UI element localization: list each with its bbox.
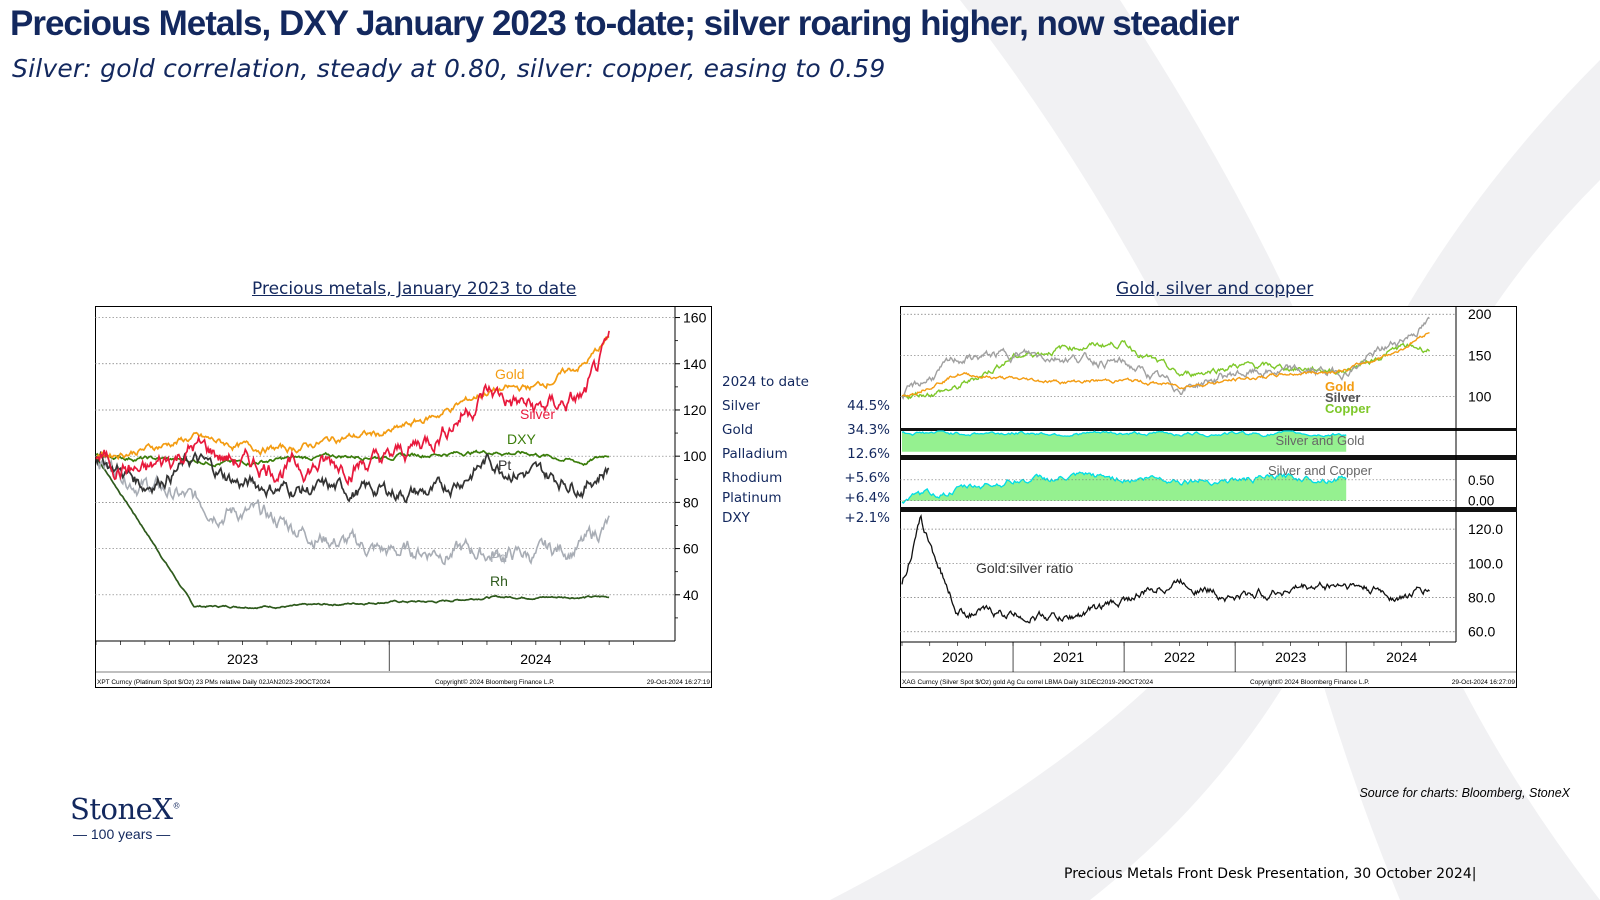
left-y-tick-label: 80 — [683, 494, 699, 510]
prices-y-tick-label: 100 — [1468, 389, 1492, 405]
series-label-rh: Rh — [490, 573, 508, 589]
price-line-silver — [901, 316, 1430, 400]
series-label-silver: Silver — [520, 406, 555, 422]
right-x-tick-label: 2021 — [1053, 649, 1084, 665]
logo-mark: ® — [172, 801, 180, 811]
price-label-copper: Copper — [1325, 401, 1371, 416]
panel-divider — [900, 428, 1517, 431]
correlation-y-tick-label: 0.50 — [1468, 473, 1494, 488]
series-line-gold — [95, 335, 610, 461]
row-name: Silver — [722, 398, 760, 414]
ratio-y-tick-label: 120.0 — [1468, 521, 1503, 537]
left-y-tick-label: 120 — [683, 402, 707, 418]
row-value: +5.6% — [844, 470, 890, 486]
left-y-tick-label: 100 — [683, 448, 707, 464]
prices-y-tick-label: 150 — [1468, 347, 1492, 363]
left-chart-title: Precious metals, January 2023 to date — [252, 279, 577, 299]
price-label-silver: Silver — [1325, 390, 1360, 405]
right-x-tick-label: 2023 — [1275, 649, 1306, 665]
row-name: Gold — [722, 422, 754, 438]
prices-y-tick-label: 200 — [1468, 306, 1492, 322]
row-name: Rhodium — [722, 470, 783, 486]
ratio-label: Gold:silver ratio — [976, 560, 1073, 576]
correlation-line — [901, 430, 1347, 438]
series-line-rh — [95, 455, 610, 610]
correlation-area — [902, 472, 1347, 504]
row-value: 34.3% — [847, 422, 890, 438]
series-label-pd: Pd — [490, 549, 507, 565]
left-y-tick-label: 60 — [683, 541, 699, 557]
left-x-tick-label: 2023 — [227, 651, 258, 667]
panel-divider — [900, 507, 1517, 512]
price-label-gold: Gold — [1325, 379, 1355, 394]
series-label-gold: Gold — [495, 366, 525, 382]
price-line-gold — [901, 332, 1430, 398]
page-title: Precious Metals, DXY January 2023 to-dat… — [10, 4, 1239, 43]
row-value: +2.1% — [844, 510, 890, 526]
panel-divider — [900, 455, 1517, 460]
left-y-tick-label: 140 — [683, 356, 707, 372]
row-name: Platinum — [722, 490, 782, 506]
correlation-label: Silver and Gold — [1276, 433, 1365, 448]
left-footer-mid: Copyright© 2024 Bloomberg Finance L.P. — [435, 678, 555, 686]
performance-table-header: 2024 to date — [722, 374, 809, 390]
footer-text: Precious Metals Front Desk Presentation,… — [1064, 866, 1477, 882]
series-label-pt: Pt — [498, 457, 511, 473]
left-y-tick-label: 160 — [683, 310, 707, 326]
right-x-tick-label: 2020 — [942, 649, 973, 665]
left-footer-left: XPT Curncy (Platinum Spot $/Oz) 23 PMs r… — [97, 679, 331, 686]
row-value: 44.5% — [847, 398, 890, 414]
right-x-tick-label: 2022 — [1164, 649, 1195, 665]
row-value: +6.4% — [844, 490, 890, 506]
row-name: Palladium — [722, 446, 788, 462]
page-subtitle: Silver: gold correlation, steady at 0.80… — [12, 54, 886, 83]
correlation-area — [902, 431, 1347, 452]
right-footer-mid: Copyright© 2024 Bloomberg Finance L.P. — [1250, 678, 1370, 686]
source-note: Source for charts: Bloomberg, StoneX — [1359, 786, 1570, 800]
right-footer-right: 29-Oct-2024 16:27:09 — [1452, 679, 1516, 686]
row-value: 12.6% — [847, 446, 890, 462]
series-line-silver — [95, 330, 610, 487]
ratio-line — [901, 514, 1430, 624]
right-x-tick-label: 2024 — [1386, 649, 1417, 665]
left-footer-right: 29-Oct-2024 16:27:19 — [647, 679, 711, 686]
ratio-y-tick-label: 60.0 — [1468, 624, 1495, 640]
left-chart: Gold Silver DXY Pt Pd Rh 160 140 120 100 80 60 40 2… — [95, 306, 712, 688]
left-y-tick-label: 40 — [683, 587, 699, 603]
logo-tagline: — 100 years — — [73, 826, 171, 842]
stonex-logo: StoneX® — 100 years — — [70, 792, 180, 842]
left-x-tick-label: 2024 — [520, 651, 551, 667]
series-line-pd — [95, 457, 610, 566]
correlation-y-tick-label: 0.00 — [1468, 494, 1494, 509]
series-label-dxy: DXY — [507, 431, 536, 447]
right-chart-title: Gold, silver and copper — [1116, 279, 1314, 299]
logo-name: StoneX — [70, 792, 173, 826]
row-name: DXY — [722, 510, 750, 526]
correlation-label: Silver and Copper — [1268, 463, 1373, 478]
ratio-y-tick-label: 80.0 — [1468, 590, 1495, 606]
right-footer-left: XAG Curncy (Silver Spot $/Oz) gold Ag Cu… — [902, 679, 1153, 686]
ratio-y-tick-label: 100.0 — [1468, 555, 1503, 571]
